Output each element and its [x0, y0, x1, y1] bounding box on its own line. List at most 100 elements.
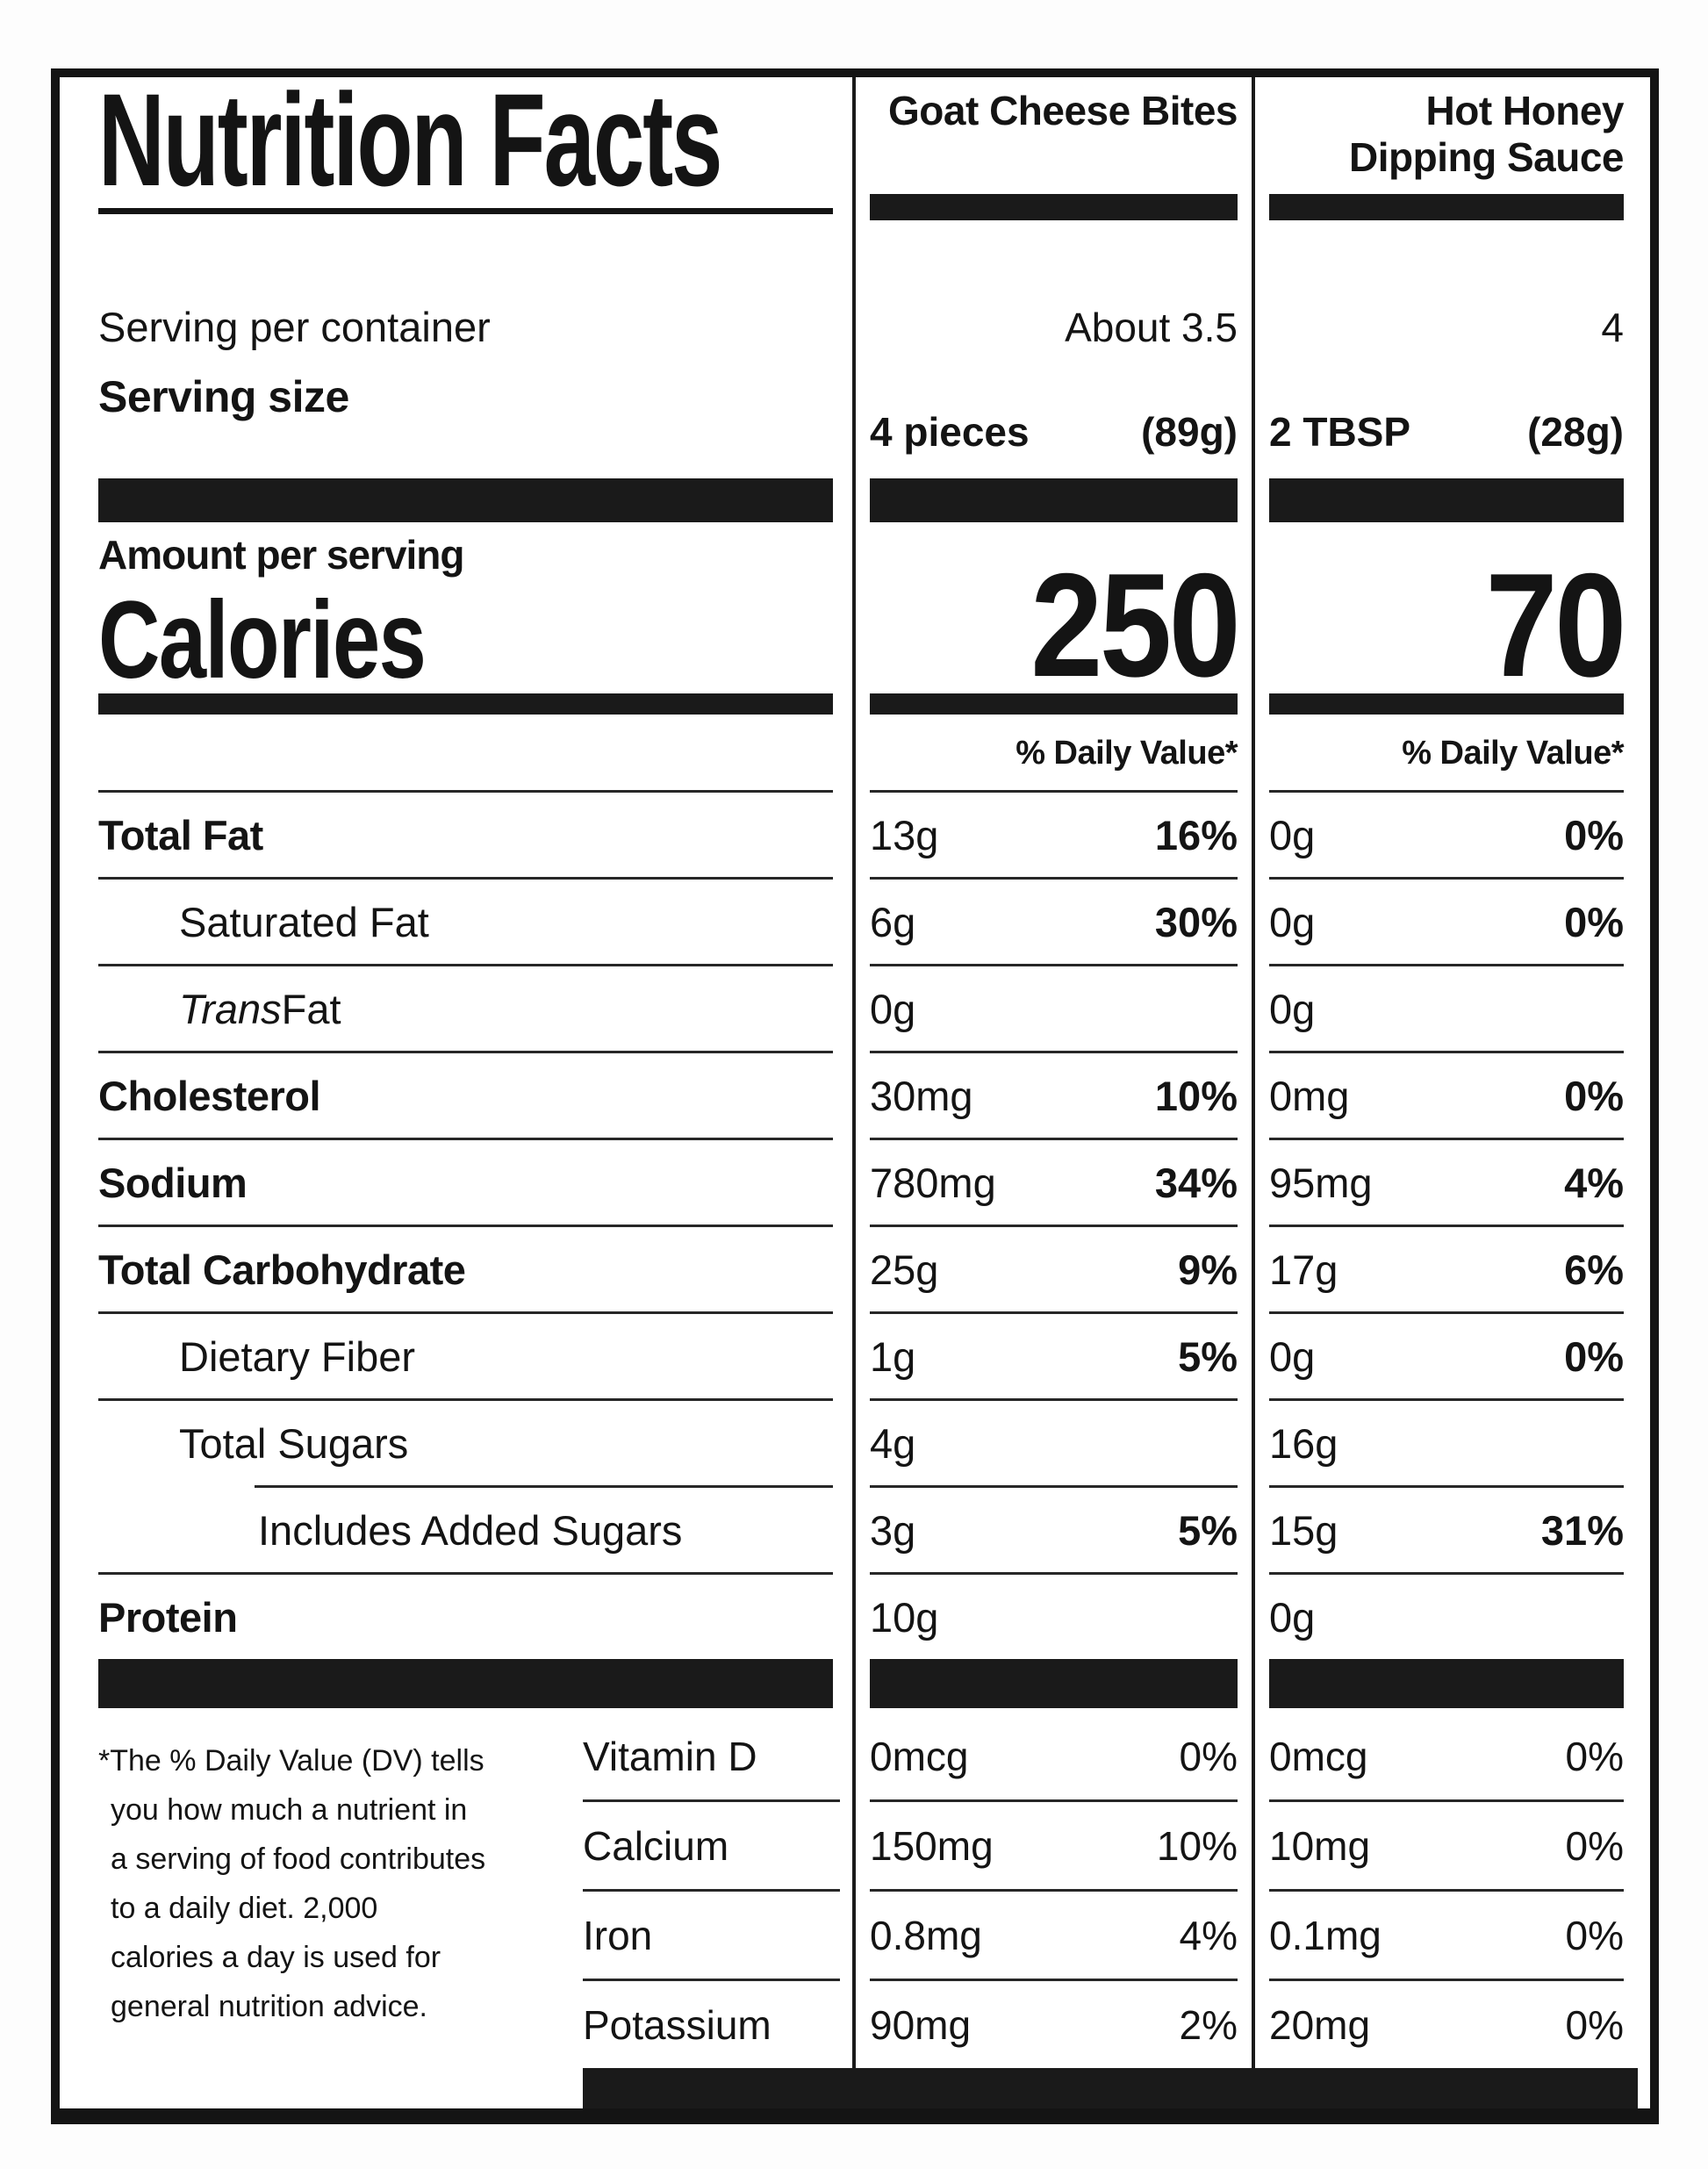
vitamin-daily-value: 2% [1179, 2002, 1238, 2048]
separator-bar [870, 693, 1238, 715]
column-2-header-bar [1269, 193, 1624, 220]
divider-line [870, 1138, 1238, 1140]
vitamin-values: 0mcg 0% [1255, 1713, 1650, 1799]
divider-line [98, 1398, 833, 1401]
nutrient-name: Protein [98, 1594, 238, 1641]
nutrient-name: Saturated Fat [179, 899, 429, 945]
divider-line [1269, 1138, 1624, 1140]
divider-line [1269, 1225, 1624, 1227]
nutrient-row: Total Fat 13g 16% 0g 0% [60, 794, 1650, 877]
title-block: Nutrition Facts [60, 66, 852, 290]
divider-line [98, 1225, 833, 1227]
divider-line [583, 1889, 840, 1892]
nutrient-daily-value: 0% [1564, 899, 1624, 945]
vitamin-amount: 0mcg [870, 1734, 969, 1779]
vitamin-amount: 0.8mg [870, 1913, 982, 1958]
nutrient-values: 17g 6% [1255, 1228, 1650, 1311]
vitamin-values: 10mg 0% [1255, 1803, 1650, 1889]
divider-line [1269, 790, 1624, 793]
divider-line [1269, 1051, 1624, 1053]
nutrient-name: Trans Fat [179, 986, 341, 1032]
bottom-bar [583, 2068, 1638, 2108]
divider-line [870, 1572, 1238, 1575]
nutrient-values: 30mg 10% [856, 1054, 1252, 1138]
calories-label-block: Amount per serving Calories [60, 522, 852, 695]
column-2-calories-value: 70 [1485, 542, 1627, 708]
nutrient-name: Total Sugars [179, 1420, 409, 1467]
vitamin-amount: 150mg [870, 1823, 994, 1869]
daily-value-header-row: % Daily Value* % Daily Value* [60, 716, 1650, 790]
nutrient-values: 10g [856, 1576, 1252, 1659]
divider-line [1269, 1311, 1624, 1314]
vitamin-daily-value: 10% [1156, 1823, 1238, 1869]
column-2-serving-size-amount: 2 TBSP [1269, 409, 1411, 455]
separator-bar [98, 693, 833, 715]
divider-line [583, 1799, 840, 1802]
column-2-header: Hot Honey Dipping Sauce [1255, 77, 1650, 290]
nutrient-name: Dietary Fiber [179, 1333, 416, 1380]
nutrient-values: 0g 0% [1255, 880, 1650, 964]
divider-line [98, 1138, 833, 1140]
nutrient-name: Includes Added Sugars [258, 1507, 683, 1554]
serving-size-row: Serving size 4 pieces (89g) 2 TBSP (28g) [60, 364, 1650, 470]
nutrient-row: Trans Fat 0g 0g [60, 967, 1650, 1051]
nutrient-values: 16g [1255, 1402, 1650, 1485]
separator-bar [870, 478, 1238, 522]
divider-line [870, 964, 1238, 966]
vitamin-name: Vitamin D [583, 1734, 757, 1779]
row-divider [60, 1398, 1650, 1402]
nutrient-amount: 780mg [870, 1160, 996, 1206]
amount-per-serving-label: Amount per serving [98, 532, 465, 578]
nutrient-daily-value: 30% [1154, 899, 1238, 945]
separator-bar-row [60, 470, 1650, 522]
divider-line [98, 964, 833, 966]
column-1-name: Goat Cheese Bites [888, 88, 1238, 133]
calories-label: Calories [98, 579, 427, 701]
nutrient-daily-value: 0% [1564, 1333, 1624, 1380]
vitamin-amount: 0.1mg [1269, 1913, 1381, 1958]
vitamin-daily-value: 0% [1565, 1913, 1624, 1958]
row-divider [60, 1225, 1650, 1228]
nutrient-values: 0g [1255, 967, 1650, 1051]
vitamin-values: 0mcg 0% [856, 1713, 1252, 1799]
divider-line [1269, 1398, 1624, 1401]
nutrient-values: 95mg 4% [1255, 1141, 1650, 1225]
column-1-calories-value: 250 [1030, 542, 1241, 708]
nutrient-amount: 4g [870, 1420, 916, 1467]
nutrient-name: Total Carbohydrate [98, 1246, 466, 1293]
label-title: Nutrition Facts [98, 66, 722, 213]
nutrient-amount: 30mg [870, 1073, 973, 1119]
serving-size-label: Serving size [98, 372, 349, 421]
nutrient-daily-value: 0% [1564, 1073, 1624, 1119]
column-2-servings-per-container: 4 [1601, 304, 1624, 350]
calories-row: Amount per serving Calories 250 70 [60, 522, 1650, 708]
nutrient-amount: 10g [870, 1594, 939, 1641]
divider-line [98, 1572, 833, 1575]
nutrient-amount: 16g [1269, 1420, 1338, 1467]
vitamin-values: 0.8mg 4% [856, 1892, 1252, 1979]
column-divider-2 [1252, 77, 1255, 2108]
vitamin-name: Iron [583, 1913, 653, 1958]
nutrient-amount: 13g [870, 812, 939, 858]
column-1-header-bar [870, 194, 1238, 220]
divider-line [98, 877, 833, 880]
row-divider [60, 1311, 1650, 1315]
nutrient-name: Total Fat [98, 812, 263, 858]
separator-bar [870, 1659, 1238, 1708]
column-1-daily-value-header: % Daily Value* [1015, 734, 1238, 772]
divider-line [870, 877, 1238, 880]
separator-bar [98, 1659, 833, 1708]
nutrient-row: Includes Added Sugars 3g 5% 15g 31% [60, 1489, 1650, 1572]
nutrient-daily-value: 6% [1564, 1246, 1624, 1293]
nutrient-amount: 0g [1269, 899, 1316, 945]
row-divider [60, 877, 1650, 880]
nutrient-table: Total Fat 13g 16% 0g 0% Saturated Fat 6g 30% 0g 0… [60, 790, 1650, 1659]
daily-value-footnote: *The % Daily Value (DV) tells you how mu… [98, 1744, 486, 2024]
nutrient-values: 780mg 34% [856, 1141, 1252, 1225]
nutrient-values: 0g [856, 967, 1252, 1051]
column-1-serving-size-amount: 4 pieces [870, 409, 1030, 455]
nutrient-daily-value: 10% [1154, 1073, 1238, 1119]
divider-line [583, 1979, 840, 1981]
vitamin-name: Potassium [583, 2002, 771, 2048]
